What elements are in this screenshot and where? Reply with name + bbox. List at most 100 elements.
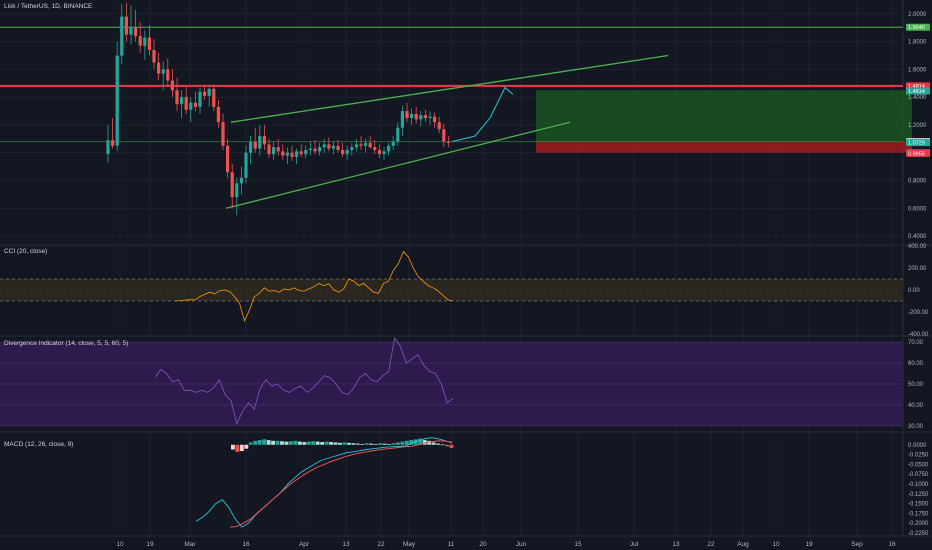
candle[interactable] bbox=[166, 69, 170, 81]
macd-histogram-bar[interactable] bbox=[257, 440, 262, 445]
macd-histogram-bar[interactable] bbox=[266, 440, 271, 445]
macd-histogram-bar[interactable] bbox=[262, 439, 267, 445]
cci-pane[interactable] bbox=[0, 250, 903, 322]
candle[interactable] bbox=[170, 80, 174, 91]
price-pane[interactable] bbox=[0, 2, 912, 216]
macd-histogram-bar[interactable] bbox=[284, 441, 289, 445]
candle[interactable] bbox=[212, 88, 216, 107]
candle[interactable] bbox=[318, 147, 322, 152]
macd-histogram-bar[interactable] bbox=[369, 443, 374, 445]
candle[interactable] bbox=[189, 102, 193, 110]
candle[interactable] bbox=[368, 143, 372, 148]
macd-histogram-bar[interactable] bbox=[248, 442, 253, 445]
channel-upper-line[interactable] bbox=[230, 54, 669, 123]
candle[interactable] bbox=[193, 102, 197, 107]
macd-histogram-bar[interactable] bbox=[338, 442, 342, 445]
candle[interactable] bbox=[414, 113, 418, 120]
candle[interactable] bbox=[341, 149, 345, 155]
candle[interactable] bbox=[221, 122, 225, 146]
candle[interactable] bbox=[313, 148, 317, 152]
cci-line[interactable] bbox=[174, 250, 454, 322]
candle[interactable] bbox=[216, 106, 220, 123]
candle[interactable] bbox=[433, 116, 437, 123]
projection-path[interactable] bbox=[451, 86, 514, 143]
candle[interactable] bbox=[115, 55, 119, 146]
macd-histogram-bar[interactable] bbox=[427, 440, 432, 445]
candle[interactable] bbox=[157, 62, 161, 74]
macd-histogram-bar[interactable] bbox=[382, 443, 387, 445]
candle[interactable] bbox=[446, 141, 450, 144]
candle[interactable] bbox=[198, 91, 202, 107]
macd-pane[interactable] bbox=[195, 437, 454, 528]
candle[interactable] bbox=[308, 148, 312, 150]
macd-histogram-bar[interactable] bbox=[324, 441, 329, 445]
macd-histogram-bar[interactable] bbox=[346, 442, 351, 445]
candle[interactable] bbox=[235, 183, 239, 198]
candle[interactable] bbox=[290, 152, 294, 157]
macd-histogram-bar[interactable] bbox=[440, 444, 445, 446]
macd-histogram-bar[interactable] bbox=[360, 443, 365, 445]
candle[interactable] bbox=[239, 177, 243, 184]
candle[interactable] bbox=[295, 151, 299, 157]
candle[interactable] bbox=[396, 127, 400, 142]
macd-histogram-bar[interactable] bbox=[280, 441, 284, 445]
macd-histogram-bar[interactable] bbox=[355, 443, 360, 445]
candle[interactable] bbox=[207, 88, 211, 96]
candle[interactable] bbox=[244, 152, 248, 178]
candle[interactable] bbox=[391, 141, 395, 146]
macd-histogram-bar[interactable] bbox=[449, 444, 454, 448]
candle[interactable] bbox=[249, 141, 253, 153]
candle[interactable] bbox=[230, 172, 234, 198]
divergence-line[interactable] bbox=[154, 336, 454, 425]
candle[interactable] bbox=[281, 151, 285, 156]
candle[interactable] bbox=[129, 27, 133, 35]
candle[interactable] bbox=[428, 116, 432, 119]
candle[interactable] bbox=[419, 115, 423, 120]
candle[interactable] bbox=[138, 36, 142, 46]
macd-histogram-bar[interactable] bbox=[378, 443, 383, 445]
macd-histogram-bar[interactable] bbox=[311, 441, 316, 445]
macd-histogram-bar[interactable] bbox=[288, 441, 293, 445]
candle[interactable] bbox=[276, 147, 280, 152]
macd-histogram-bar[interactable] bbox=[231, 444, 235, 450]
candle[interactable] bbox=[175, 90, 179, 105]
candle[interactable] bbox=[111, 140, 115, 146]
macd-histogram-bar[interactable] bbox=[235, 444, 240, 452]
macd-histogram-bar[interactable] bbox=[351, 443, 356, 445]
macd-histogram-bar[interactable] bbox=[409, 440, 414, 445]
candle[interactable] bbox=[285, 152, 289, 156]
candle[interactable] bbox=[106, 140, 110, 155]
candle[interactable] bbox=[267, 144, 271, 155]
candle[interactable] bbox=[405, 111, 409, 119]
candle[interactable] bbox=[345, 149, 349, 155]
candle[interactable] bbox=[423, 115, 427, 119]
candle[interactable] bbox=[180, 97, 184, 105]
macd-histogram-bar[interactable] bbox=[302, 442, 307, 445]
candle[interactable] bbox=[147, 37, 151, 50]
macd-histogram-bar[interactable] bbox=[422, 440, 427, 445]
macd-histogram-bar[interactable] bbox=[342, 442, 347, 445]
signal-line[interactable] bbox=[229, 440, 453, 528]
macd-histogram-bar[interactable] bbox=[391, 443, 396, 445]
channel-lower-line[interactable] bbox=[225, 121, 571, 209]
candle[interactable] bbox=[387, 145, 391, 152]
candle[interactable] bbox=[322, 144, 326, 148]
macd-histogram-bar[interactable] bbox=[315, 441, 320, 445]
candle[interactable] bbox=[327, 144, 331, 149]
macd-histogram-bar[interactable] bbox=[445, 444, 449, 447]
macd-histogram-bar[interactable] bbox=[431, 442, 436, 445]
candle[interactable] bbox=[226, 145, 230, 173]
candle[interactable] bbox=[442, 129, 446, 142]
candle[interactable] bbox=[203, 91, 207, 96]
macd-histogram-bar[interactable] bbox=[239, 444, 244, 452]
candle[interactable] bbox=[304, 149, 308, 155]
macd-histogram-bar[interactable] bbox=[364, 443, 369, 445]
candle[interactable] bbox=[336, 145, 340, 150]
profit-zone[interactable] bbox=[536, 90, 912, 142]
macd-line[interactable] bbox=[195, 437, 453, 528]
candle[interactable] bbox=[120, 16, 124, 56]
macd-histogram-bar[interactable] bbox=[329, 442, 333, 445]
macd-histogram-bar[interactable] bbox=[396, 442, 400, 445]
candle[interactable] bbox=[272, 147, 276, 155]
